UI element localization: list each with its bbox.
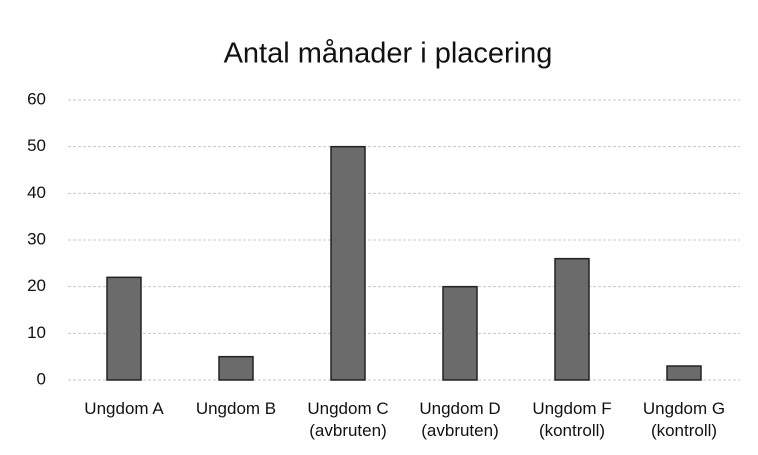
y-tick-label: 40 — [27, 183, 46, 202]
x-tick-label: Ungdom G (kontroll) — [642, 399, 726, 440]
x-tick-label: Ungdom B — [195, 399, 277, 418]
y-tick-label: 60 — [27, 89, 46, 108]
bar — [218, 355, 254, 381]
bar — [106, 276, 142, 381]
x-tick-label: Ungdom F (kontroll) — [532, 399, 612, 440]
x-tick-label: Ungdom C (avbruten) — [307, 399, 389, 440]
bar — [554, 257, 590, 381]
bar — [442, 285, 478, 381]
y-tick-label: 20 — [27, 276, 46, 295]
y-tick-label: 50 — [27, 136, 46, 155]
bar — [330, 145, 366, 381]
y-tick-label: 0 — [37, 369, 46, 388]
y-tick-label: 30 — [27, 229, 46, 248]
y-tick-label: 10 — [27, 323, 46, 342]
x-tick-label: Ungdom D (avbruten) — [419, 399, 501, 440]
bar — [666, 365, 702, 381]
x-tick-label: Ungdom A — [84, 399, 164, 418]
chart-title: Antal månader i placering — [224, 38, 553, 70]
